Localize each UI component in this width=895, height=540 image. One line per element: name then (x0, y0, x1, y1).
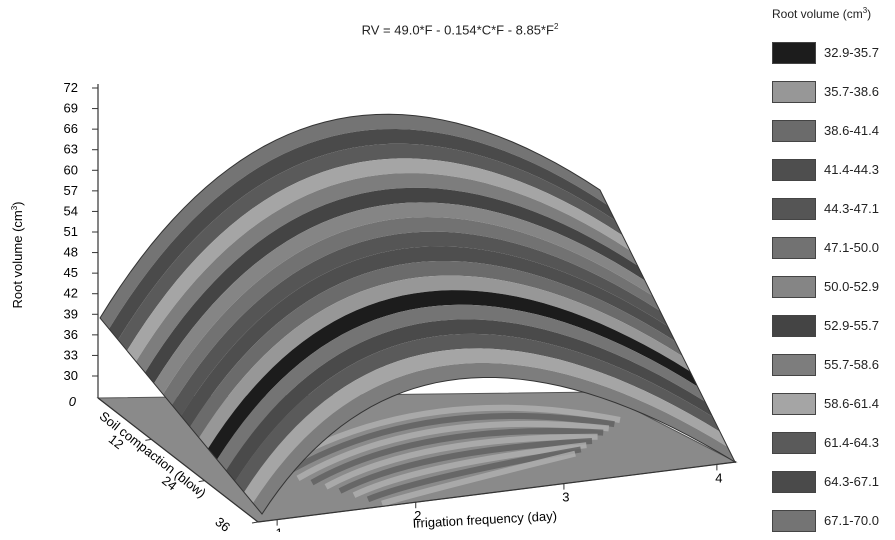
y-tick-label: 63 (64, 142, 78, 157)
z-tick (252, 522, 258, 523)
legend-item: 67.1-70.0 (772, 501, 895, 540)
y-tick-label: 33 (64, 347, 78, 362)
legend-label: 61.4-64.3 (824, 435, 879, 450)
y-tick-label: 57 (64, 183, 78, 198)
legend-item: 58.6-61.4 (772, 384, 895, 423)
legend-label: 47.1-50.0 (824, 240, 879, 255)
y-tick-label: 45 (64, 265, 78, 280)
y-axis-ticks: 72 69 66 63 60 57 54 51 48 45 42 39 36 33 30 0 (64, 80, 98, 409)
legend-label: 52.9-55.7 (824, 318, 879, 333)
legend-item: 41.4-44.3 (772, 150, 895, 189)
legend: Root volume (cm3) 32.9-35.7 35.7-38.6 38.6… (772, 6, 895, 540)
y-tick-label: 48 (64, 245, 78, 260)
legend-label: 55.7-58.6 (824, 357, 879, 372)
legend-label: 41.4-44.3 (824, 162, 879, 177)
legend-item: 38.6-41.4 (772, 111, 895, 150)
z-tick-label: 36 (212, 514, 233, 532)
legend-label: 58.6-61.4 (824, 396, 879, 411)
legend-item: 61.4-64.3 (772, 423, 895, 462)
y-zero-label: 0 (69, 394, 77, 409)
legend-swatch (772, 315, 816, 337)
legend-label: 32.9-35.7 (824, 45, 879, 60)
legend-label: 35.7-38.6 (824, 84, 879, 99)
legend-label: 64.3-67.1 (824, 474, 879, 489)
legend-item: 50.0-52.9 (772, 267, 895, 306)
y-tick-label: 36 (64, 327, 78, 342)
legend-label: 67.1-70.0 (824, 513, 879, 528)
legend-swatch (772, 81, 816, 103)
x-tick-label: 4 (715, 470, 722, 485)
y-tick-label: 60 (64, 162, 78, 177)
legend-swatch (772, 42, 816, 64)
legend-item: 47.1-50.0 (772, 228, 895, 267)
x-tick-label: 3 (562, 490, 569, 505)
y-axis-title: Root volume (cm3) (10, 201, 25, 308)
legend-item: 52.9-55.7 (772, 306, 895, 345)
legend-label: 44.3-47.1 (824, 201, 879, 216)
y-tick-label: 42 (64, 286, 78, 301)
y-tick-label: 39 (64, 306, 78, 321)
legend-swatch (772, 276, 816, 298)
legend-title: Root volume (cm3) (772, 6, 895, 21)
legend-item: 64.3-67.1 (772, 462, 895, 501)
legend-swatch (772, 510, 816, 532)
legend-label: 50.0-52.9 (824, 279, 879, 294)
legend-swatch (772, 120, 816, 142)
legend-swatch (772, 432, 816, 454)
y-tick-label: 30 (64, 368, 78, 383)
legend-swatch (772, 198, 816, 220)
chart-title: RV = 49.0*F - 0.154*C*F - 8.85*F2 (330, 22, 590, 37)
legend-swatch (772, 354, 816, 376)
x-tick-label: 1 (276, 526, 283, 532)
y-tick-label: 72 (64, 80, 78, 95)
y-tick-label: 66 (64, 121, 78, 136)
y-tick-label: 51 (64, 224, 78, 239)
legend-label: 38.6-41.4 (824, 123, 879, 138)
y-tick-label: 54 (64, 203, 78, 218)
y-tick-label: 69 (64, 101, 78, 116)
legend-swatch (772, 393, 816, 415)
x-axis-title: Irrigation frequency (day) (412, 508, 557, 531)
legend-swatch (772, 471, 816, 493)
legend-item: 32.9-35.7 (772, 33, 895, 72)
legend-swatch (772, 237, 816, 259)
legend-item: 55.7-58.6 (772, 345, 895, 384)
legend-item: 44.3-47.1 (772, 189, 895, 228)
legend-swatch (772, 159, 816, 181)
legend-item: 35.7-38.6 (772, 72, 895, 111)
